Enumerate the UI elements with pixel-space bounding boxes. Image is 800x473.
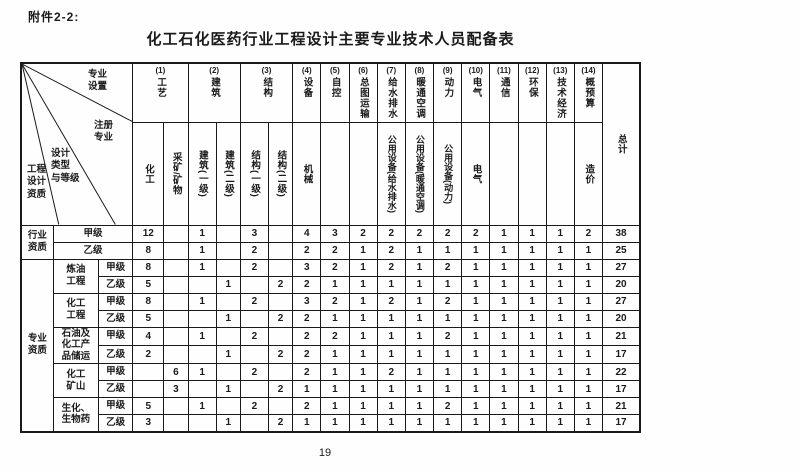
total-cell: 17 [602, 380, 641, 399]
total-cell: 17 [602, 344, 641, 365]
grade-cell: 乙级 [97, 275, 134, 294]
sub-header-blank-autocontrol [320, 121, 350, 226]
type-chemical-mining: 化工 矿山 [52, 363, 99, 399]
grade-cell: 甲级 [97, 397, 134, 416]
grade-cell: 乙级 [52, 241, 134, 260]
total-cell: 38 [602, 224, 641, 243]
type-refinery-engineering: 炼油 工程 [52, 258, 99, 294]
group-header-water-supply-drainage: (7) 给水排水 [376, 62, 406, 123]
sub-header-chemical: 化工 [132, 121, 165, 226]
personnel-allocation-table: 专业 设置 注册 专业 设计 类型 与等级 工程 设计 资质 (1) 工艺 (2)… [20, 62, 641, 433]
category-industry-qualification: 行业 资质 [20, 224, 54, 260]
group-header-electrical: (10) 电气 [461, 62, 491, 123]
sub-header-architecture-grade2: 建筑(二级) [215, 121, 241, 226]
corner-label-registered-specialty: 注册 专业 [94, 120, 114, 144]
sub-header-structure-grade2: 结构(二级) [268, 121, 294, 226]
total-cell: 20 [602, 309, 641, 328]
group-header-structure: (3) 结构 [239, 62, 294, 123]
group-header-budget-estimate: (14) 概预算 [573, 62, 604, 123]
sub-header-architecture-grade1: 建筑(一级) [187, 121, 217, 226]
page-number: 19 [318, 447, 332, 459]
total-cell: 27 [602, 292, 641, 311]
sub-header-mining-minerals: 采矿/矿物 [163, 121, 189, 226]
sub-header-blank-economy [545, 121, 575, 226]
grade-cell: 甲级 [97, 292, 134, 311]
group-header-power: (9) 动力 [433, 62, 463, 123]
grade-cell: 甲级 [97, 258, 134, 277]
group-header-equipment: (4) 设备 [292, 62, 322, 123]
total-cell: 20 [602, 275, 641, 294]
type-chemical-engineering: 化工 工程 [52, 292, 99, 328]
sub-header-machinery: 机械 [292, 121, 322, 226]
grade-cell: 甲级 [97, 326, 134, 346]
sub-header-blank-communication [489, 121, 519, 226]
total-cell: 21 [602, 397, 641, 416]
group-header-technical-economy: (13) 技术经济 [545, 62, 575, 123]
total-cell: 25 [602, 241, 641, 260]
grade-cell: 乙级 [97, 344, 134, 365]
sub-header-structure-grade1: 结构(一级) [239, 121, 270, 226]
group-header-environment: (12) 环保 [517, 62, 547, 123]
total-column-header: 总计 [602, 62, 641, 226]
corner-label-design-type-grade: 设计 类型 与等级 [51, 148, 80, 184]
corner-label-engineering-design-qualification: 工程 设计 资质 [27, 164, 47, 200]
group-header-general-layout-transport: (6) 总图运输 [348, 62, 378, 123]
sub-header-utility-water: 公用设备(给水排水) [376, 121, 406, 226]
sub-header-utility-hvac: 公用设备(暖通空调) [404, 121, 435, 226]
table-row: 行业 资质 甲级 12 1 3 4 3 2 2 2 2 2 1 1 1 2 38 [20, 224, 641, 260]
group-header-architecture: (2) 建筑 [187, 62, 241, 123]
sub-header-electrical: 电气 [461, 121, 491, 226]
header-row-registered-specialties: 化工 采矿/矿物 建筑(一级) 建筑(二级) 结构(一级) 结构(二级) 机械 … [21, 121, 640, 226]
group-header-autocontrol: (5) 自控 [320, 62, 350, 123]
attachment-label: 附件2-2: [28, 10, 80, 24]
sub-header-blank-layout [348, 121, 378, 226]
grade-cell: 甲级 [52, 224, 134, 243]
sub-header-utility-power: 公用设备(动力) [433, 121, 463, 226]
type-biochemical-biopharma: 生化、 生物药 [52, 397, 99, 433]
grade-cell: 乙级 [97, 414, 134, 433]
diagonal-divider-lines [22, 64, 132, 224]
grade-cell: 乙级 [97, 380, 134, 399]
group-header-communication: (11) 通信 [489, 62, 519, 123]
group-header-process: (1) 工艺 [132, 62, 189, 123]
header-row-groups: 专业 设置 注册 专业 设计 类型 与等级 工程 设计 资质 (1) 工艺 (2)… [20, 62, 641, 226]
total-cell: 21 [602, 326, 641, 346]
total-cell: 22 [602, 363, 641, 382]
total-cell: 27 [602, 258, 641, 277]
group-header-hvac: (8) 暖通空调 [404, 62, 435, 123]
grade-cell: 甲级 [97, 363, 134, 382]
type-petroleum-chemical-storage-transport: 石油及 化工产 品储运 [52, 326, 99, 365]
corner-label-specialty-setup: 专业 设置 [88, 69, 108, 93]
total-cell: 17 [602, 414, 641, 433]
sub-header-blank-environment [517, 121, 547, 226]
page-title: 化工石化医药行业工程设计主要专业技术人员配备表 [146, 31, 515, 48]
corner-header-cell: 专业 设置 注册 专业 设计 类型 与等级 工程 设计 资质 [20, 62, 134, 226]
grade-cell: 乙级 [97, 309, 134, 328]
category-specialty-qualification: 专业 资质 [20, 258, 54, 433]
sub-header-cost: 造价 [573, 121, 604, 226]
